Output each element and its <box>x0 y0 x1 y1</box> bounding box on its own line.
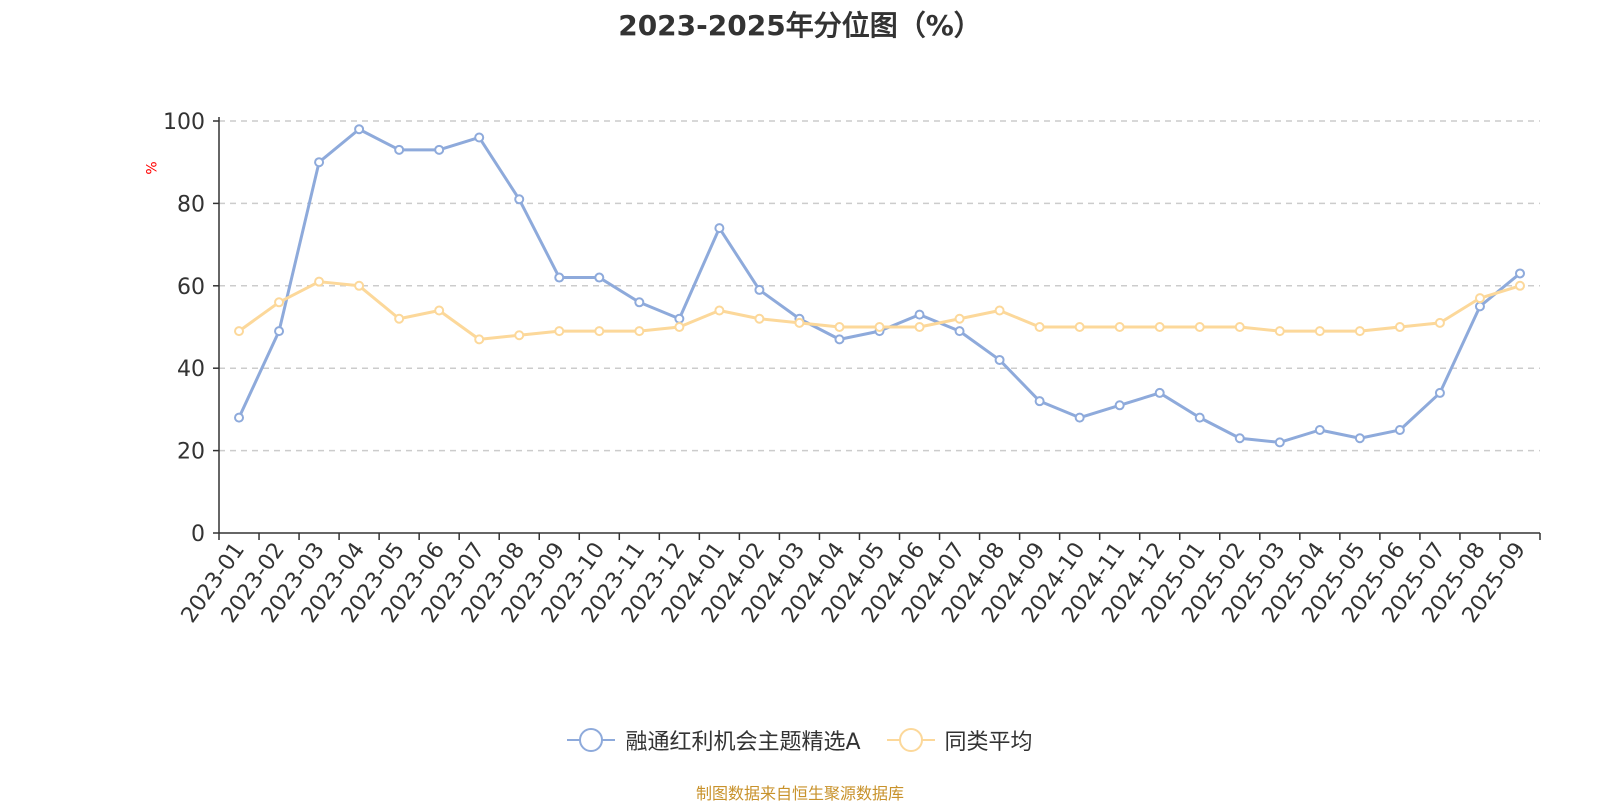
data-point-series-1 <box>1114 400 1125 411</box>
data-point-series-1 <box>754 284 765 295</box>
y-tick-label: 60 <box>177 275 205 300</box>
data-point-series-1 <box>314 157 325 168</box>
data-point-series-1 <box>634 297 645 308</box>
data-point-series-1 <box>834 334 845 345</box>
y-tick-label: 80 <box>177 192 205 217</box>
data-point-series-2 <box>1514 280 1525 291</box>
data-point-series-2 <box>274 297 285 308</box>
data-point-series-2 <box>1074 322 1085 332</box>
data-point-series-1 <box>994 354 1005 365</box>
data-point-series-2 <box>1114 322 1125 332</box>
data-point-series-2 <box>554 326 565 337</box>
data-point-series-1 <box>1154 387 1165 398</box>
data-point-series-2 <box>1154 322 1165 332</box>
data-point-series-2 <box>594 326 605 337</box>
data-point-series-2 <box>234 326 245 337</box>
data-point-series-2 <box>1394 322 1405 332</box>
y-tick-label: 100 <box>163 110 205 135</box>
data-point-series-1 <box>914 309 925 320</box>
data-point-series-2 <box>1354 326 1365 337</box>
data-point-series-2 <box>994 305 1005 316</box>
data-point-series-2 <box>914 322 925 332</box>
data-point-series-1 <box>274 326 285 337</box>
data-point-series-1 <box>1514 268 1525 279</box>
legend: 融通红利机会主题精选A 同类平均 <box>0 723 1600 757</box>
data-point-series-2 <box>754 313 765 324</box>
legend-item-series-1[interactable]: 融通红利机会主题精选A <box>567 724 861 756</box>
data-point-series-2 <box>354 280 365 291</box>
legend-label-series-1: 融通红利机会主题精选A <box>625 730 861 755</box>
data-point-series-2 <box>1274 326 1285 337</box>
data-point-series-1 <box>234 412 245 423</box>
data-point-series-1 <box>1234 433 1245 444</box>
data-point-series-2 <box>1434 317 1445 328</box>
data-point-series-2 <box>1474 293 1485 304</box>
data-point-series-1 <box>1474 301 1485 312</box>
legend-item-series-2[interactable]: 同类平均 <box>886 724 1033 756</box>
data-point-series-2 <box>1034 322 1045 332</box>
data-point-series-1 <box>1074 412 1085 423</box>
data-point-series-1 <box>674 313 685 324</box>
data-point-series-2 <box>394 313 405 324</box>
data-point-series-2 <box>634 326 645 337</box>
data-point-series-1 <box>354 124 365 135</box>
y-tick-label: 20 <box>177 440 205 465</box>
data-point-series-2 <box>1234 322 1245 332</box>
chart-title: 2023-2025年分位图（%） <box>618 9 982 42</box>
legend-marker-series-1 <box>567 725 616 755</box>
y-tick-label: 40 <box>177 357 205 382</box>
data-point-series-1 <box>1434 387 1445 398</box>
data-point-series-2 <box>474 334 485 345</box>
data-point-series-2 <box>674 322 685 332</box>
y-tick-label: 0 <box>191 522 205 547</box>
data-point-series-1 <box>474 132 485 143</box>
data-point-series-2 <box>314 276 325 287</box>
data-point-series-1 <box>954 326 965 337</box>
data-point-series-1 <box>394 144 405 155</box>
data-point-series-1 <box>1194 412 1205 423</box>
data-point-series-1 <box>1274 437 1285 448</box>
data-point-series-2 <box>714 305 725 316</box>
data-point-series-2 <box>954 313 965 324</box>
data-point-series-1 <box>1034 396 1045 407</box>
data-point-series-1 <box>554 272 565 283</box>
data-point-series-1 <box>514 194 525 205</box>
data-point-series-2 <box>874 322 885 332</box>
data-point-series-1 <box>434 144 445 155</box>
data-point-series-2 <box>1194 322 1205 332</box>
data-point-series-1 <box>1354 433 1365 444</box>
data-point-series-1 <box>1314 425 1325 435</box>
data-point-series-2 <box>834 322 845 332</box>
data-point-series-2 <box>1314 326 1325 337</box>
data-point-series-1 <box>594 272 605 283</box>
legend-label-series-2: 同类平均 <box>944 730 1033 755</box>
data-point-series-1 <box>714 223 725 234</box>
data-source-note: 制图数据来自恒生聚源数据库 <box>695 784 904 803</box>
data-point-series-1 <box>1394 425 1405 435</box>
data-point-series-2 <box>794 317 805 328</box>
data-point-series-2 <box>434 305 445 316</box>
data-point-series-2 <box>514 330 525 341</box>
legend-marker-series-2 <box>886 725 935 755</box>
